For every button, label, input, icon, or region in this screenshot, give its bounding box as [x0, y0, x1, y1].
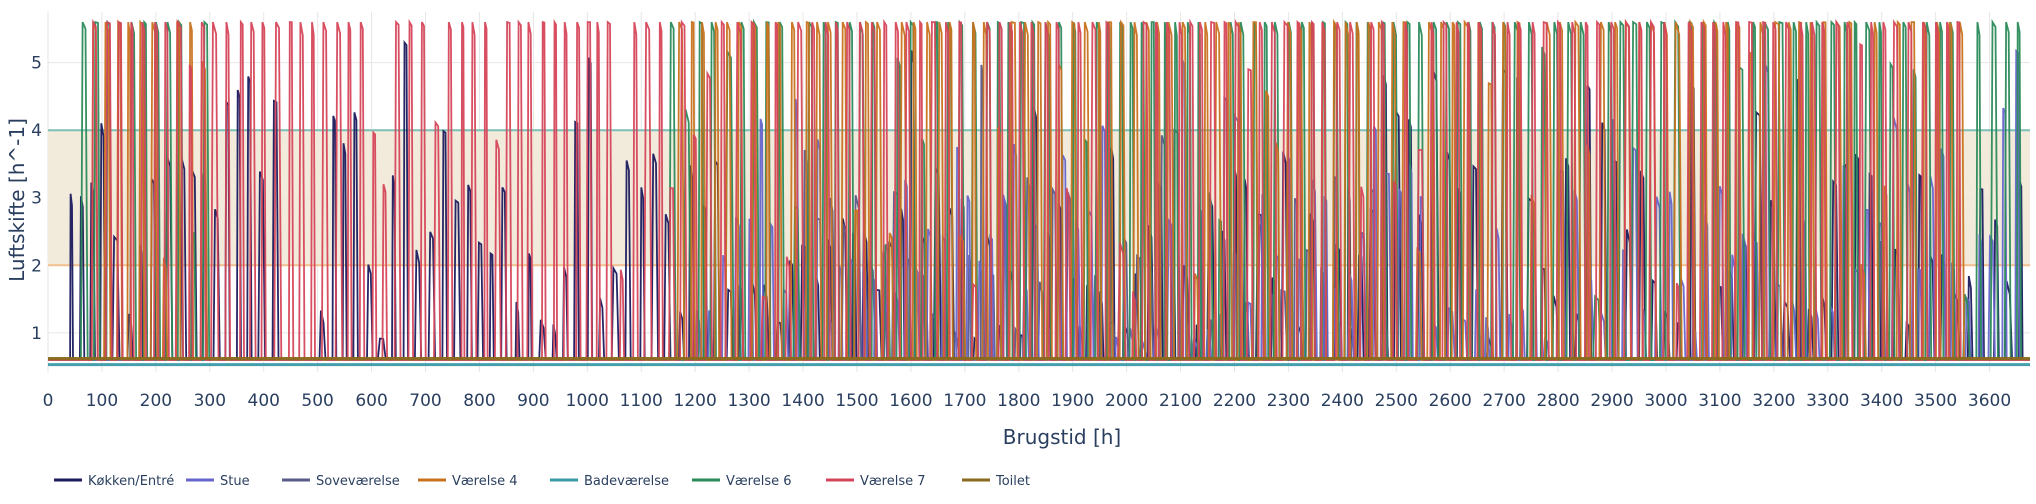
x-tick-label: 3100 [1698, 391, 1741, 411]
x-tick-label: 2300 [1267, 391, 1310, 411]
legend-item[interactable]: Køkken/Entré [54, 474, 174, 489]
series-lines [48, 18, 2030, 367]
x-tick-label: 2600 [1429, 391, 1472, 411]
legend: Køkken/Entré Stue Soveværelse Værelse 4 Bade… [54, 474, 1030, 489]
legend-label: Stue [220, 474, 250, 489]
x-tick-label: 3600 [1968, 391, 2011, 411]
x-tick-label: 2800 [1536, 391, 1579, 411]
x-tick-label: 300 [194, 391, 226, 411]
x-tick-label: 3300 [1806, 391, 1849, 411]
x-tick-label: 2900 [1590, 391, 1633, 411]
legend-item[interactable]: Soveværelse [282, 474, 400, 489]
x-tick-label: 2700 [1483, 391, 1526, 411]
x-tick-label: 3200 [1752, 391, 1795, 411]
x-tick-label: 3500 [1914, 391, 1957, 411]
y-axis-ticks: 1 2 3 4 5 [31, 54, 42, 344]
legend-item[interactable]: Værelse 4 [418, 474, 518, 489]
x-tick-label: 1900 [1051, 391, 1094, 411]
x-axis-ticks: 0 100 200 300 400 500 600 700 800 900 1000 1100 1200… [43, 391, 2012, 411]
x-tick-label: 2000 [1105, 391, 1148, 411]
x-tick-label: 3400 [1860, 391, 1903, 411]
legend-item[interactable]: Stue [186, 474, 250, 489]
x-tick-label: 1200 [674, 391, 717, 411]
x-tick-label: 2500 [1375, 391, 1418, 411]
y-tick-label: 1 [31, 324, 42, 344]
legend-label: Køkken/Entré [88, 474, 174, 489]
x-tick-label: 600 [355, 391, 387, 411]
legend-label: Soveværelse [316, 474, 400, 489]
y-tick-label: 3 [31, 189, 42, 209]
x-tick-label: 2100 [1159, 391, 1202, 411]
x-tick-label: 0 [43, 391, 54, 411]
legend-item[interactable]: Værelse 6 [692, 474, 792, 489]
y-tick-label: 4 [31, 121, 42, 141]
x-tick-label: 1300 [727, 391, 770, 411]
x-tick-label: 1700 [943, 391, 986, 411]
y-tick-label: 2 [31, 256, 42, 276]
legend-item[interactable]: Værelse 7 [826, 474, 926, 489]
legend-item[interactable]: Toilet [962, 474, 1030, 489]
x-tick-label: 800 [463, 391, 495, 411]
legend-label: Værelse 4 [452, 474, 518, 489]
series-line-6 [48, 18, 2030, 361]
x-tick-label: 1600 [889, 391, 932, 411]
x-tick-label: 3000 [1644, 391, 1687, 411]
x-tick-label: 1800 [997, 391, 1040, 411]
y-axis-title: Luftskifte [h^-1] [5, 118, 29, 282]
x-tick-label: 100 [86, 391, 118, 411]
x-tick-label: 700 [409, 391, 441, 411]
x-tick-label: 2400 [1321, 391, 1364, 411]
x-tick-label: 500 [301, 391, 333, 411]
x-tick-label: 200 [140, 391, 172, 411]
legend-label: Badeværelse [584, 474, 669, 489]
x-tick-label: 400 [248, 391, 280, 411]
x-axis-title: Brugstid [h] [1003, 425, 1121, 449]
legend-label: Værelse 6 [726, 474, 792, 489]
x-tick-label: 900 [517, 391, 549, 411]
x-tick-label: 2200 [1213, 391, 1256, 411]
x-tick-label: 1000 [566, 391, 609, 411]
y-tick-label: 5 [31, 54, 42, 74]
legend-label: Værelse 7 [860, 474, 926, 489]
x-tick-label: 1500 [835, 391, 878, 411]
x-tick-label: 1400 [781, 391, 824, 411]
legend-label: Toilet [995, 474, 1030, 489]
x-tick-label: 1100 [620, 391, 663, 411]
legend-item[interactable]: Badeværelse [550, 474, 669, 489]
